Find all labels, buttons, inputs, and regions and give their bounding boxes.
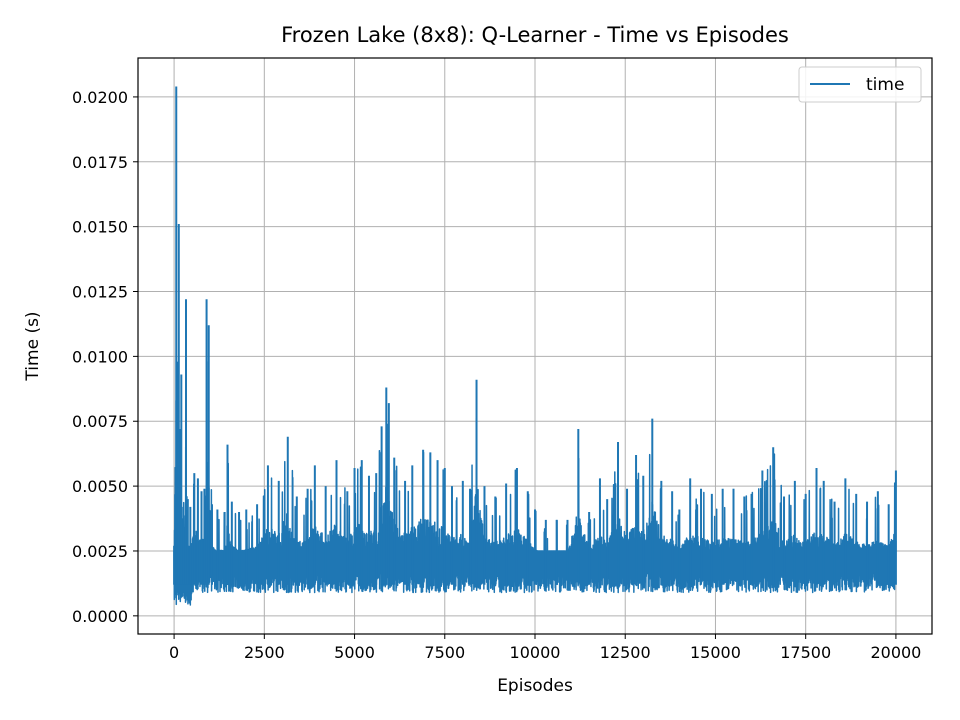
y-tick-label: 0.0200 <box>72 88 128 107</box>
y-tick-label: 0.0075 <box>72 412 128 431</box>
series-layer <box>173 86 897 606</box>
y-tick-label: 0.0125 <box>72 283 128 302</box>
x-tick-label: 5000 <box>334 643 375 662</box>
y-tick-label: 0.0150 <box>72 218 128 237</box>
x-tick-label: 2500 <box>244 643 285 662</box>
legend: time <box>798 66 922 103</box>
x-tick-label: 17500 <box>780 643 831 662</box>
chart-title: Frozen Lake (8x8): Q-Learner - Time vs E… <box>281 23 789 47</box>
x-tick-label: 12500 <box>600 643 651 662</box>
y-tick-label: 0.0175 <box>72 153 128 172</box>
x-tick-label: 0 <box>169 643 179 662</box>
x-tick-label: 15000 <box>690 643 741 662</box>
y-tick-label: 0.0000 <box>72 607 128 626</box>
x-tick-label: 10000 <box>510 643 561 662</box>
x-axis-label: Episodes <box>497 676 573 696</box>
x-axis: 0 2500 5000 7500 10000 12500 15000 17500 20000 <box>169 634 921 662</box>
y-tick-label: 0.0025 <box>72 542 128 561</box>
y-tick-label: 0.0100 <box>72 347 128 366</box>
y-axis: 0.0000 0.0025 0.0050 0.0075 0.0100 0.0125 0.01… <box>72 88 138 626</box>
y-axis-label: Time (s) <box>23 311 43 381</box>
legend-box <box>798 66 922 103</box>
x-tick-label: 20000 <box>870 643 921 662</box>
x-tick-label: 7500 <box>424 643 465 662</box>
y-tick-label: 0.0050 <box>72 477 128 496</box>
legend-label-time: time <box>866 75 904 95</box>
